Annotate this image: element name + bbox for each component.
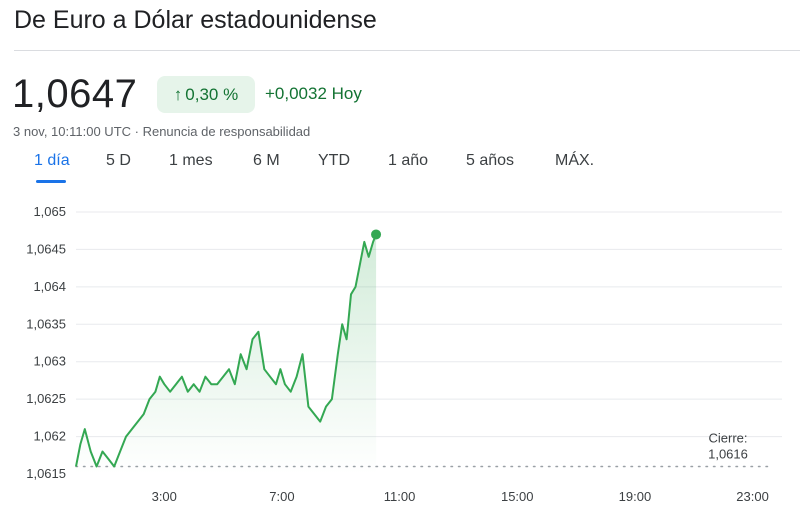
y-tick-label: 1,0615: [26, 466, 66, 481]
series-layer: [75, 229, 382, 474]
tab-1-year[interactable]: 1 año: [388, 152, 429, 169]
x-tick-label: 3:00: [152, 489, 177, 504]
tab-max[interactable]: MÁX.: [555, 152, 595, 169]
range-tabs: 1 día 5 D 1 mes 6 M YTD 1 año 5 años MÁX…: [0, 152, 800, 183]
x-tick-label: 19:00: [619, 489, 652, 504]
tab-ytd[interactable]: YTD: [318, 152, 350, 169]
x-axis: 3:00 7:00 11:00 15:00 19:00 23:00: [152, 489, 769, 504]
y-tick-label: 1,065: [33, 204, 66, 219]
y-tick-label: 1,0635: [26, 316, 66, 331]
tab-5-days[interactable]: 5 D: [106, 152, 131, 169]
previous-close-label: Cierre:1,0616: [708, 431, 748, 462]
x-tick-label: 15:00: [501, 489, 534, 504]
y-tick-label: 1,062: [33, 429, 66, 444]
tab-1-month[interactable]: 1 mes: [169, 152, 213, 169]
x-tick-label: 23:00: [736, 489, 769, 504]
y-tick-label: 1,0645: [26, 241, 66, 256]
previous-close-value: 1,0616: [708, 447, 748, 462]
title-divider: [14, 50, 800, 51]
x-tick-label: 7:00: [269, 489, 294, 504]
tab-5-years[interactable]: 5 años: [466, 152, 515, 169]
y-tick-label: 1,0625: [26, 391, 66, 406]
series-line: [75, 234, 378, 468]
y-tick-label: 1,063: [33, 354, 66, 369]
active-tab-underline: [36, 180, 66, 183]
percent-change-value: 0,30 %: [185, 84, 239, 104]
price-chart[interactable]: 1,0615 1,062 1,0625 1,063 1,0635 1,064 1,0645 1…: [0, 190, 800, 510]
percent-change-badge: ↑ 0,30 %: [157, 76, 255, 113]
y-axis: 1,0615 1,062 1,0625 1,063 1,0635 1,064 1,0645 1…: [26, 204, 66, 481]
tab-1-day[interactable]: 1 día: [34, 152, 70, 169]
tab-6-months[interactable]: 6 M: [253, 152, 280, 169]
absolute-change: +0,0032 Hoy: [265, 84, 362, 103]
current-price-dot: [371, 229, 382, 240]
previous-close-caption: Cierre:: [708, 431, 747, 446]
y-tick-label: 1,064: [33, 279, 66, 294]
x-tick-label: 11:00: [384, 489, 416, 504]
quote-timestamp: 3 nov, 10:11:00 UTC · Renuncia de respon…: [13, 124, 311, 139]
page-title: De Euro a Dólar estadounidense: [14, 6, 377, 34]
current-price: 1,0647: [12, 72, 138, 116]
arrow-up-icon: ↑: [173, 84, 183, 104]
series-area-fill: [76, 234, 377, 474]
